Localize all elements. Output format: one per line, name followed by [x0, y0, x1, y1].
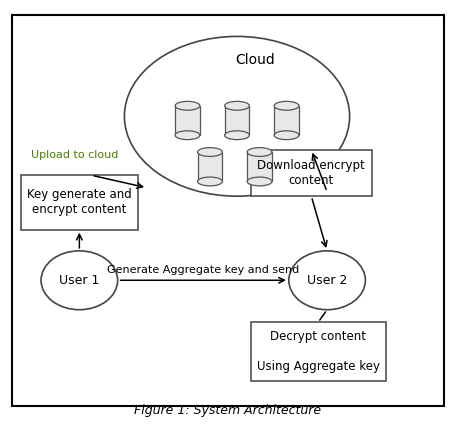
- Text: Download encrypt
content: Download encrypt content: [257, 159, 364, 187]
- Ellipse shape: [224, 101, 249, 110]
- Bar: [247, 152, 271, 181]
- Ellipse shape: [197, 177, 222, 186]
- Bar: [224, 106, 249, 135]
- Bar: [197, 152, 222, 181]
- FancyBboxPatch shape: [21, 175, 137, 230]
- Text: Key generate and
encrypt content: Key generate and encrypt content: [27, 188, 131, 216]
- Ellipse shape: [41, 251, 117, 310]
- Text: Cloud: Cloud: [235, 53, 274, 67]
- Ellipse shape: [247, 148, 271, 156]
- Ellipse shape: [273, 101, 298, 110]
- Text: Generate Aggregate key and send: Generate Aggregate key and send: [107, 265, 298, 275]
- Ellipse shape: [288, 251, 364, 310]
- Bar: [273, 106, 298, 135]
- FancyBboxPatch shape: [12, 15, 443, 406]
- Ellipse shape: [124, 36, 349, 196]
- Text: User 1: User 1: [59, 274, 99, 287]
- Ellipse shape: [197, 148, 222, 156]
- Ellipse shape: [224, 131, 249, 140]
- Text: User 2: User 2: [306, 274, 347, 287]
- Ellipse shape: [247, 177, 271, 186]
- FancyBboxPatch shape: [250, 322, 385, 381]
- Bar: [175, 106, 199, 135]
- Ellipse shape: [175, 101, 199, 110]
- FancyBboxPatch shape: [250, 150, 371, 196]
- Text: Decrypt content

Using Aggregate key: Decrypt content Using Aggregate key: [256, 330, 379, 373]
- Text: Figure 1: System Architecture: Figure 1: System Architecture: [134, 404, 321, 417]
- Text: Upload to cloud: Upload to cloud: [31, 150, 118, 161]
- Ellipse shape: [273, 131, 298, 140]
- Ellipse shape: [175, 131, 199, 140]
